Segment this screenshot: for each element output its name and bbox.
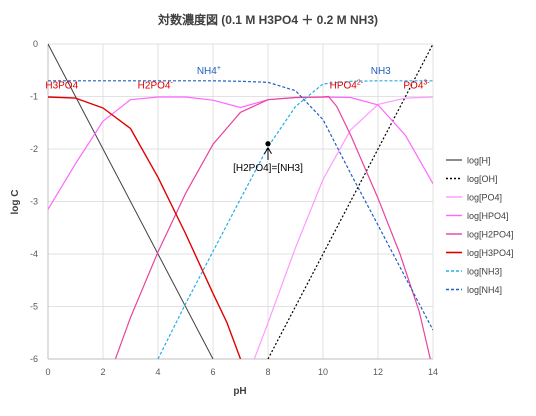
equivalence-point: [265, 141, 271, 147]
species-label-text: H3PO4: [45, 81, 78, 92]
y-tick-label: -5: [30, 302, 38, 312]
species-label-text: H2PO4: [138, 81, 171, 92]
series-line-log[NH4]: [48, 80, 433, 331]
legend-item: log[H]: [467, 156, 491, 166]
annotation-arrow-head: [264, 147, 272, 155]
y-tick-label: 0: [33, 39, 38, 49]
series-line-log[OH]: [267, 43, 433, 359]
species-label: H3PO4: [45, 81, 78, 92]
y-tick-label: -6: [30, 354, 38, 364]
species-label-text: HPO4: [330, 81, 358, 92]
y-axis-label: log C: [10, 190, 21, 215]
x-tick-label: 14: [428, 367, 438, 377]
species-label: HPO42-: [330, 80, 364, 92]
legend: log[H] log[OH] log[PO4] log[HPO4] log[H2PO4]…: [446, 156, 514, 295]
species-labels: H3PO4 H2PO4- NH4+ NH3 HPO42- PO43-: [45, 65, 430, 92]
series-line-log[H]: [48, 43, 214, 359]
legend-item: log[HPO4]: [467, 211, 509, 221]
species-label-text: PO4: [403, 81, 423, 92]
series-line-log[H3PO4]: [48, 96, 242, 359]
legend-item: log[NH3]: [467, 267, 502, 277]
series-line-log[NH3]: [157, 80, 433, 359]
species-label-text: NH4: [197, 66, 217, 77]
species-label-text: NH3: [371, 66, 391, 77]
x-axis-label: pH: [233, 386, 246, 397]
series-line-log[PO4]: [253, 96, 433, 359]
y-tick-label: -3: [30, 197, 38, 207]
legend-item: log[PO4]: [467, 193, 502, 203]
annotation-label: [H2PO4]=[NH3]: [233, 163, 303, 174]
species-label: PO43-: [403, 80, 430, 92]
series-line-log[H2PO4]: [114, 95, 431, 359]
legend-item: log[OH]: [467, 174, 498, 184]
x-tick-label: 12: [373, 367, 383, 377]
legend-item: log[H3PO4]: [467, 248, 514, 258]
x-tick-label: 8: [265, 367, 270, 377]
species-label-charge: 3-: [423, 80, 430, 87]
legend-item: log[NH4]: [467, 285, 502, 295]
species-label-charge: -: [170, 80, 173, 87]
y-tick-label: -1: [30, 92, 38, 102]
y-tick-label: -4: [30, 249, 38, 259]
species-label: H2PO4-: [138, 80, 174, 92]
x-tick-label: 6: [210, 367, 215, 377]
species-label: NH3: [371, 66, 391, 77]
chart-title: 対数濃度図 (0.1 M H3PO4 ＋ 0.2 M NH3): [157, 12, 378, 27]
x-tick-label: 4: [155, 367, 160, 377]
species-label: NH4+: [197, 65, 221, 77]
y-tick-label: -2: [30, 144, 38, 154]
series-lines: [48, 43, 433, 359]
species-label-charge: 2-: [357, 80, 364, 87]
axes: 0 2 4 6 8 10 12 14 0 -1 -2 -3 -4 -5 -6: [30, 39, 438, 377]
x-tick-label: 0: [45, 367, 50, 377]
equivalence-annotation: [H2PO4]=[NH3]: [233, 141, 303, 174]
x-tick-label: 2: [100, 367, 105, 377]
legend-item: log[H2PO4]: [467, 230, 514, 240]
species-label-charge: +: [217, 65, 221, 72]
x-tick-label: 10: [318, 367, 328, 377]
